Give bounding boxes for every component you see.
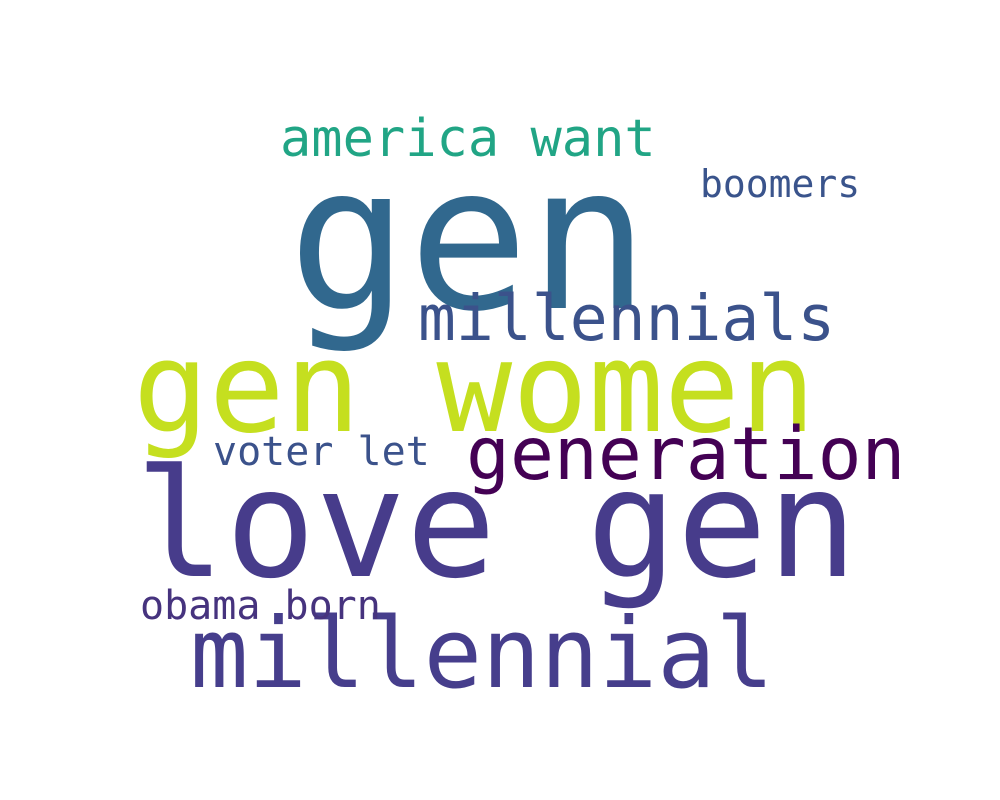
word-love-gen: love gen	[135, 438, 858, 612]
word-america-want: america want	[280, 109, 656, 169]
word-boomers: boomers	[700, 162, 861, 206]
word-gen-women: gen women	[133, 314, 816, 461]
word-gen: gen	[288, 123, 650, 356]
word-millennial: millennial	[190, 597, 774, 710]
word-millennials: millennials	[418, 282, 836, 355]
word-generation: generation	[466, 412, 906, 497]
word-obama-born: obama born	[140, 583, 381, 629]
word-voter-let: voter let	[213, 429, 430, 475]
